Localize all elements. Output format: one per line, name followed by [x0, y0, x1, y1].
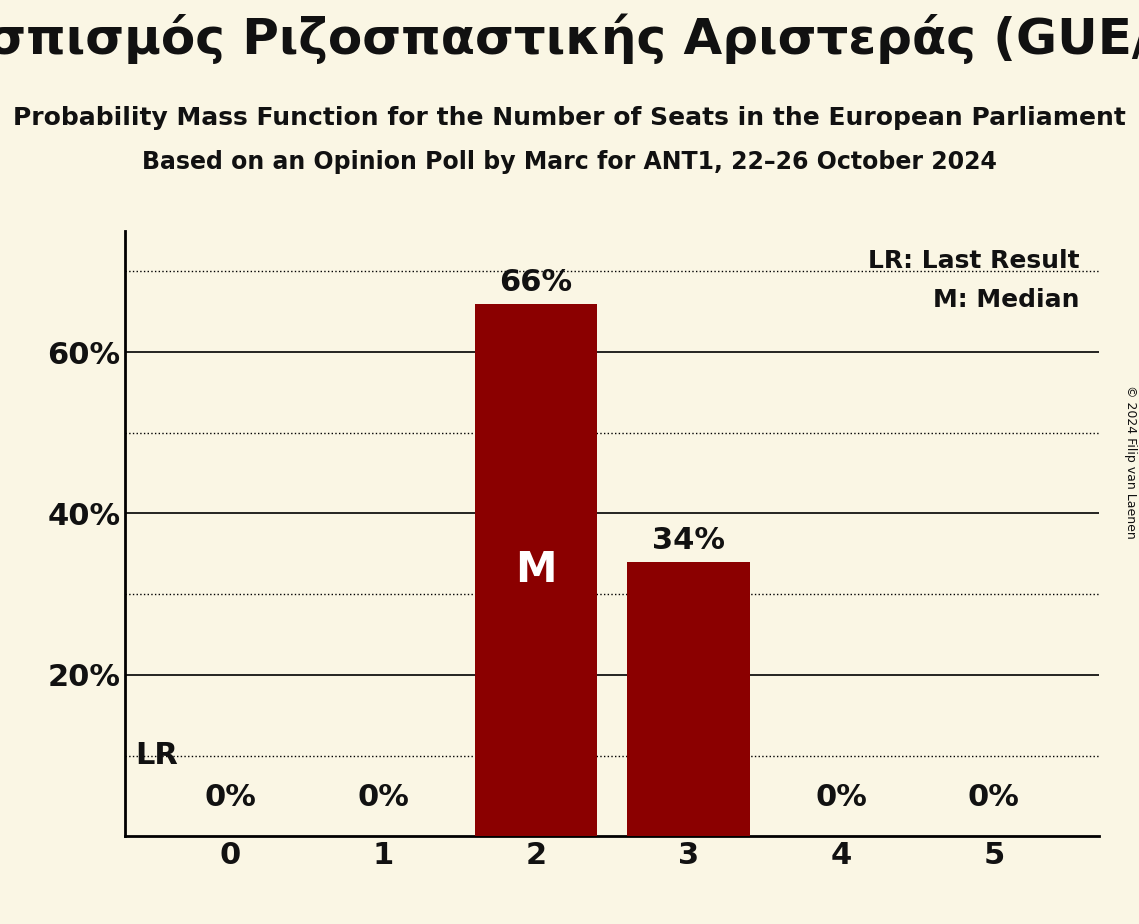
Text: 0%: 0% [816, 783, 867, 812]
Text: 0%: 0% [358, 783, 409, 812]
Text: 34%: 34% [652, 527, 726, 555]
Text: M: M [515, 549, 557, 591]
Text: Probability Mass Function for the Number of Seats in the European Parliament: Probability Mass Function for the Number… [13, 106, 1126, 130]
Text: LR: Last Result
M: Median: LR: Last Result M: Median [868, 249, 1080, 312]
Text: Based on an Opinion Poll by Marc for ANT1, 22–26 October 2024: Based on an Opinion Poll by Marc for ANT… [142, 150, 997, 174]
Bar [628, 562, 749, 836]
Text: Συνασπισμός Ριζοσπαστικής Αριστεράς (GUE/NGL): Συνασπισμός Ριζοσπαστικής Αριστεράς (GUE… [0, 14, 1139, 65]
Text: 0%: 0% [968, 783, 1019, 812]
Bar [475, 304, 597, 836]
Text: © 2024 Filip van Laenen: © 2024 Filip van Laenen [1124, 385, 1137, 539]
Text: 0%: 0% [205, 783, 256, 812]
Text: 66%: 66% [499, 268, 573, 298]
Text: LR: LR [136, 741, 178, 770]
